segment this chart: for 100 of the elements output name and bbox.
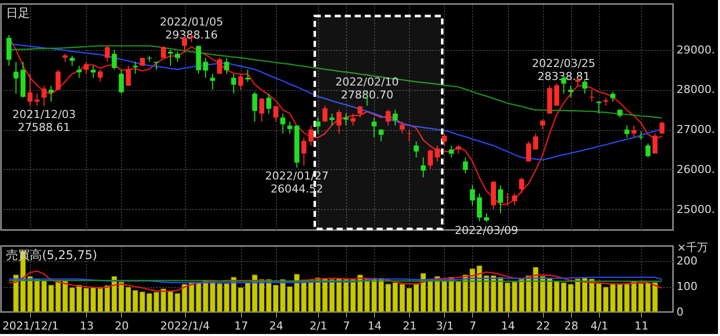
candlestick [217, 57, 222, 74]
candlestick [344, 113, 349, 126]
candlestick [476, 192, 482, 222]
candlestick [631, 125, 636, 138]
candlestick [470, 184, 475, 206]
x-tick-label: 2/1 [310, 320, 328, 332]
candlestick [568, 85, 574, 98]
candlestick [6, 34, 12, 66]
candlestick [610, 91, 616, 102]
y-tick-label: 28000. [676, 83, 715, 96]
candlestick [98, 69, 103, 82]
candlestick [132, 61, 138, 74]
candlestick [266, 93, 272, 114]
candlestick [287, 121, 292, 134]
y-tick-label: 100 [676, 280, 698, 294]
candlestick [329, 113, 334, 126]
candlestick [462, 156, 468, 174]
x-tick-label: 14 [368, 320, 382, 332]
candlestick [104, 45, 110, 62]
annotation: 2021/12/03 27588.61 [12, 108, 76, 134]
candlestick [210, 73, 216, 90]
candlestick [392, 109, 398, 126]
x-tick-label: 2022/1/4 [160, 320, 210, 332]
candlestick [13, 61, 18, 94]
candlestick [126, 65, 131, 86]
x-tick-label: 3/1 [436, 320, 454, 332]
candlestick [378, 129, 384, 142]
candlestick [582, 79, 588, 94]
candlestick [56, 69, 61, 90]
candlestick [406, 129, 412, 142]
candlestick [70, 55, 75, 66]
candlestick [76, 65, 82, 78]
x-tick-label: 7 [343, 320, 350, 332]
y-tick-label: 200 [676, 254, 698, 268]
x-tick-label: 21 [402, 320, 417, 332]
annotation: 2022/01/27 26044.52 [265, 170, 329, 196]
x-tick-label: 11 [634, 320, 648, 332]
candlestick [245, 69, 250, 82]
candlestick [259, 97, 264, 122]
candlestick [505, 192, 510, 206]
candlestick [498, 184, 504, 214]
candlestick [301, 137, 306, 166]
y-tick-label: 26000. [676, 162, 715, 176]
candlestick [428, 148, 433, 170]
x-tick-label: 2021/12/1 [2, 320, 59, 332]
candlestick [442, 133, 447, 146]
candlestick [203, 57, 208, 78]
candlestick [280, 113, 286, 134]
candlestick [42, 85, 47, 107]
candlestick [490, 180, 496, 210]
candlestick [315, 117, 320, 134]
candlestick [48, 85, 54, 102]
candlestick [414, 141, 419, 158]
x-tick-label: 13 [80, 320, 94, 332]
candlestick [90, 65, 96, 78]
candlestick [160, 45, 166, 58]
candlestick [308, 125, 314, 146]
x-tick-label: 24 [269, 320, 284, 332]
x-tick-label: 7 [469, 320, 476, 332]
candlestick [448, 145, 454, 158]
annotation: 2022/01/05 29388.16 [160, 15, 224, 42]
candlestick [652, 133, 658, 154]
candlestick [336, 109, 342, 134]
candlestick [400, 121, 405, 134]
candlestick [34, 93, 40, 106]
x-tick-label: 4/1 [590, 320, 608, 332]
x-tick-label: 20 [114, 320, 129, 332]
chart-title: 日足 [6, 6, 30, 20]
candlestick [386, 109, 391, 126]
candlestick [252, 91, 258, 122]
candlestick [434, 145, 440, 162]
x-tick-label: 28 [564, 320, 578, 332]
candlestick [533, 133, 538, 150]
candlestick [322, 105, 328, 122]
candlestick [350, 113, 356, 126]
y-axis-title: ×千万 [677, 241, 708, 254]
candlestick [420, 156, 426, 178]
y-tick-label: 29000. [676, 43, 715, 56]
x-tick-label: 22 [536, 320, 550, 332]
y-tick-label: 0 [676, 306, 684, 318]
candlestick [231, 73, 236, 94]
candlestick [372, 117, 377, 138]
annotation: 2022/02/10 27880.70 [335, 75, 399, 102]
x-tick-label: 17 [234, 320, 248, 332]
candlestick [512, 192, 518, 206]
candlestick [238, 73, 244, 90]
candlestick [112, 49, 117, 70]
line-series [8, 270, 663, 292]
candlestick [554, 83, 560, 106]
candlestick [84, 61, 89, 74]
candlestick [519, 176, 524, 194]
candlestick [118, 69, 124, 94]
candlestick [224, 57, 230, 74]
x-tick-label: 14 [501, 320, 516, 332]
candlestick [174, 51, 180, 62]
candlestick [645, 143, 650, 158]
y-tick-label: 25000. [676, 202, 715, 216]
candlestick [526, 141, 532, 162]
y-tick-label: 27000. [676, 123, 715, 136]
candlestick [273, 105, 278, 122]
